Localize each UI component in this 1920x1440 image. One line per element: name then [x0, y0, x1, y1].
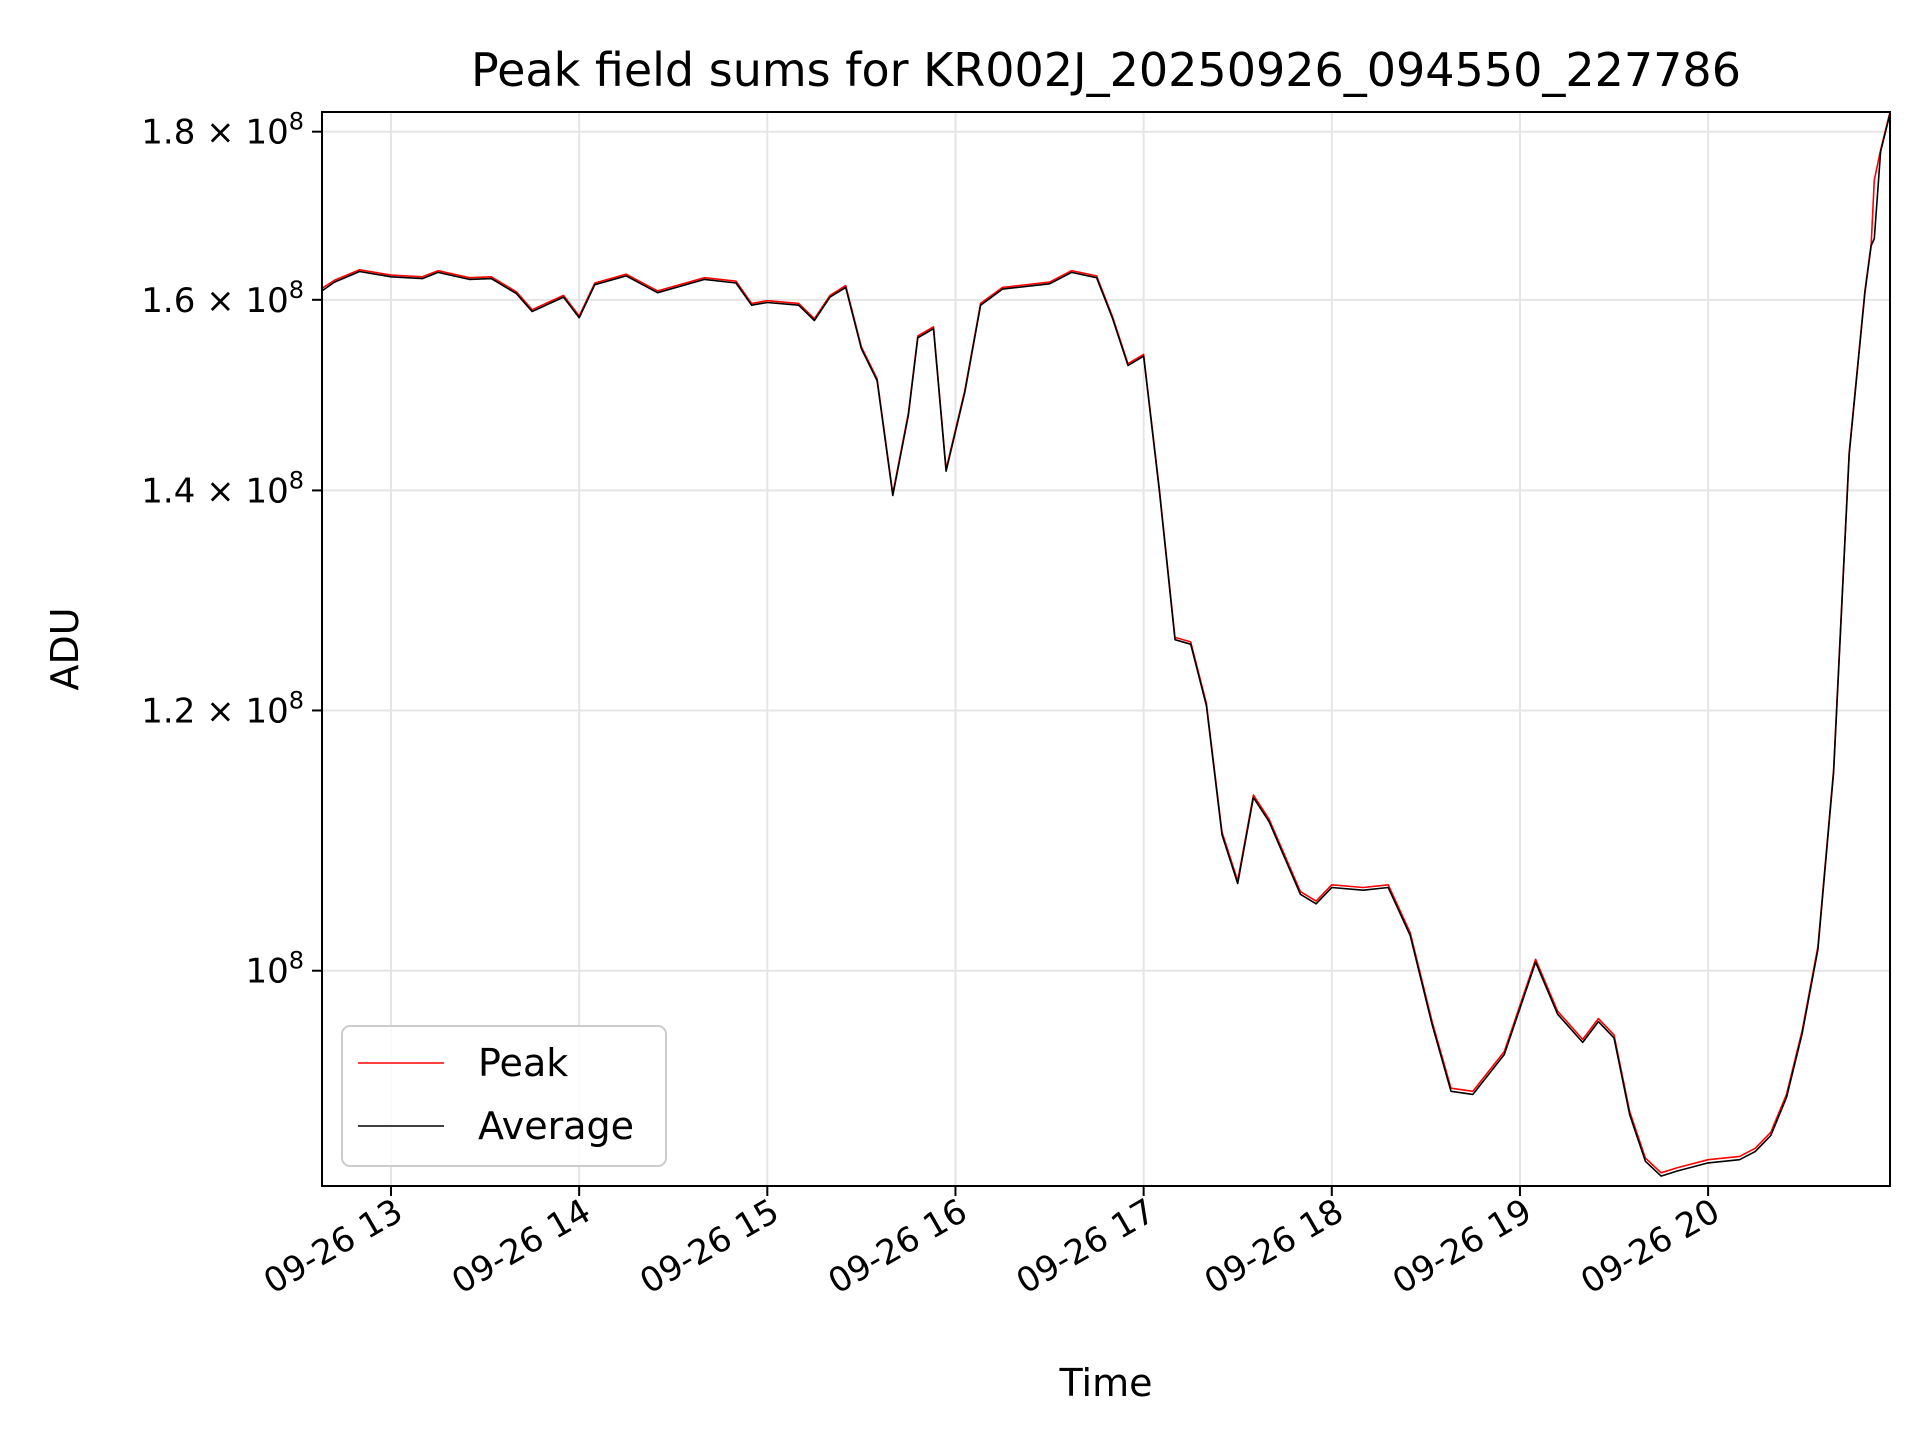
x-axis-label: Time [1059, 1361, 1153, 1405]
legend: Peak Average [341, 1025, 667, 1167]
legend-label-average: Average [478, 1104, 634, 1148]
y-tick-label: 1.2 × 108 [141, 686, 304, 731]
y-tick-label: 1.8 × 108 [141, 108, 304, 153]
y-tick-label: 1.4 × 108 [141, 466, 304, 511]
plot-frame [321, 111, 1891, 1187]
series-layer [322, 112, 1890, 1177]
legend-box [341, 1025, 667, 1167]
series-line-average [322, 113, 1890, 1177]
y-tick-label: 1.6 × 108 [141, 276, 304, 321]
y-axis-label: ADU [43, 607, 87, 690]
chart-title: Peak field sums for KR002J_20250926_0945… [471, 43, 1741, 97]
y-tick-label: 108 [245, 947, 304, 992]
legend-label-peak: Peak [478, 1041, 568, 1085]
grid [322, 112, 1890, 1186]
y-axis: 108 1.2 × 108 1.4 × 108 1.6 × 108 1.8 × 108 [141, 108, 322, 992]
